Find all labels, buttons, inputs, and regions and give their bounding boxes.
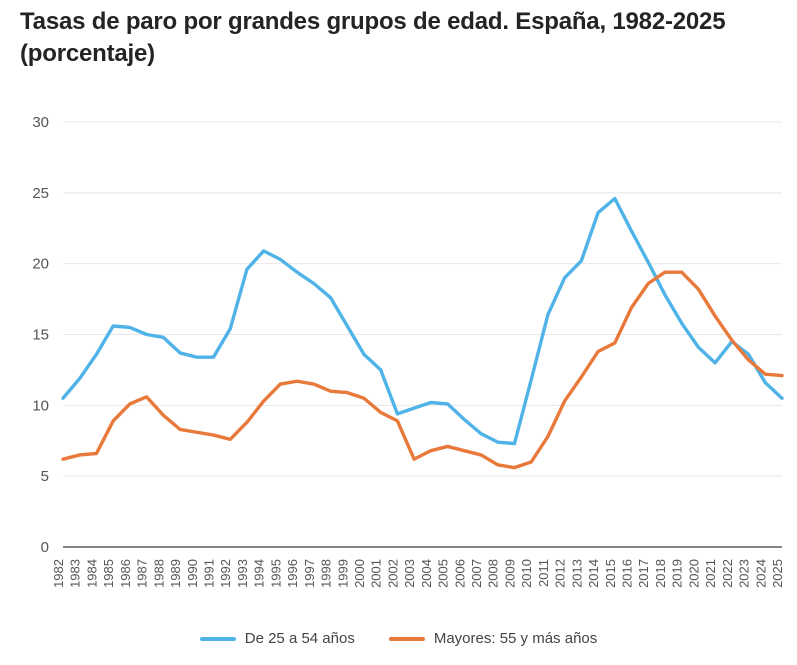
y-axis-tick-label: 10 [32, 397, 49, 414]
x-axis-tick-label: 2010 [519, 559, 534, 588]
x-axis-tick-label: 2000 [352, 559, 367, 588]
x-axis-tick-label: 2002 [385, 559, 400, 588]
x-axis-tick-label: 2006 [452, 559, 467, 588]
y-axis-tick-label: 25 [32, 185, 49, 202]
x-axis-tick-label: 1984 [84, 559, 99, 588]
y-axis-tick-label: 0 [41, 539, 49, 556]
chart-title: Tasas de paro por grandes grupos de edad… [20, 8, 726, 67]
x-axis-tick-label: 2022 [720, 559, 735, 588]
x-axis-tick-label: 1985 [101, 559, 116, 588]
x-axis-tick-label: 1998 [319, 559, 334, 588]
x-axis-tick-label: 1996 [285, 559, 300, 588]
x-axis-tick-label: 2015 [603, 559, 618, 588]
y-axis-tick-label: 20 [32, 256, 49, 273]
x-axis-tick-label: 1994 [252, 559, 267, 588]
x-axis-tick-label: 2003 [402, 559, 417, 588]
y-axis-tick-label: 15 [32, 327, 49, 344]
legend-swatch-icon [388, 636, 425, 641]
x-axis-tick-label: 2009 [502, 559, 517, 588]
x-axis-tick-label: 2007 [469, 559, 484, 588]
x-axis-tick-label: 1993 [235, 559, 250, 588]
x-axis-tick-label: 1991 [201, 559, 216, 588]
legend-item[interactable]: Mayores: 55 y más años [388, 630, 598, 647]
x-axis-tick-label: 1986 [118, 559, 133, 588]
legend-item[interactable]: De 25 a 54 años [199, 630, 355, 647]
x-axis-tick-label: 2021 [703, 559, 718, 588]
y-axis-tick-label: 5 [41, 468, 49, 485]
x-axis-tick-label: 2008 [486, 559, 501, 588]
x-axis-tick-label: 2005 [436, 559, 451, 588]
x-axis-tick-label: 1988 [151, 559, 166, 588]
x-axis-tick-label: 1987 [135, 559, 150, 588]
x-axis-tick-label: 2024 [753, 559, 768, 588]
x-axis-tick-label: 2019 [670, 559, 685, 588]
x-axis-tick-label: 1992 [218, 559, 233, 588]
x-axis-tick-label: 2013 [569, 559, 584, 588]
x-axis-tick-label: 1989 [168, 559, 183, 588]
x-axis-tick-label: 1983 [68, 559, 83, 588]
x-axis-tick-label: 2025 [770, 559, 785, 588]
x-axis-tick-label: 1990 [185, 559, 200, 588]
x-axis-tick-label: 1999 [335, 559, 350, 588]
x-axis-tick-label: 2014 [586, 559, 601, 588]
y-axis-tick-label: 30 [32, 114, 49, 131]
series-line-blue [61, 196, 784, 446]
x-axis-tick-label: 2018 [653, 559, 668, 588]
x-axis-tick-label: 1995 [268, 559, 283, 588]
x-axis-tick-label: 2001 [369, 559, 384, 588]
x-axis-tick-label: 2011 [536, 559, 551, 587]
x-axis-tick-label: 2016 [620, 559, 635, 588]
x-axis-tick-label: 1982 [51, 559, 66, 588]
x-axis-tick-label: 2004 [419, 559, 434, 588]
x-axis-tick-label: 1997 [302, 559, 317, 588]
chart-legend: De 25 a 54 años Mayores: 55 y más años [0, 630, 797, 647]
x-axis-tick-label: 2012 [553, 559, 568, 588]
series-line-orange [61, 270, 784, 470]
legend-swatch-icon [199, 636, 236, 641]
x-axis-tick-label: 2020 [686, 559, 701, 588]
x-axis-tick-label: 2023 [737, 559, 752, 588]
x-axis-tick-label: 2017 [636, 559, 651, 588]
legend-label: Mayores: 55 y más años [433, 630, 598, 647]
legend-label: De 25 a 54 años [244, 630, 355, 647]
